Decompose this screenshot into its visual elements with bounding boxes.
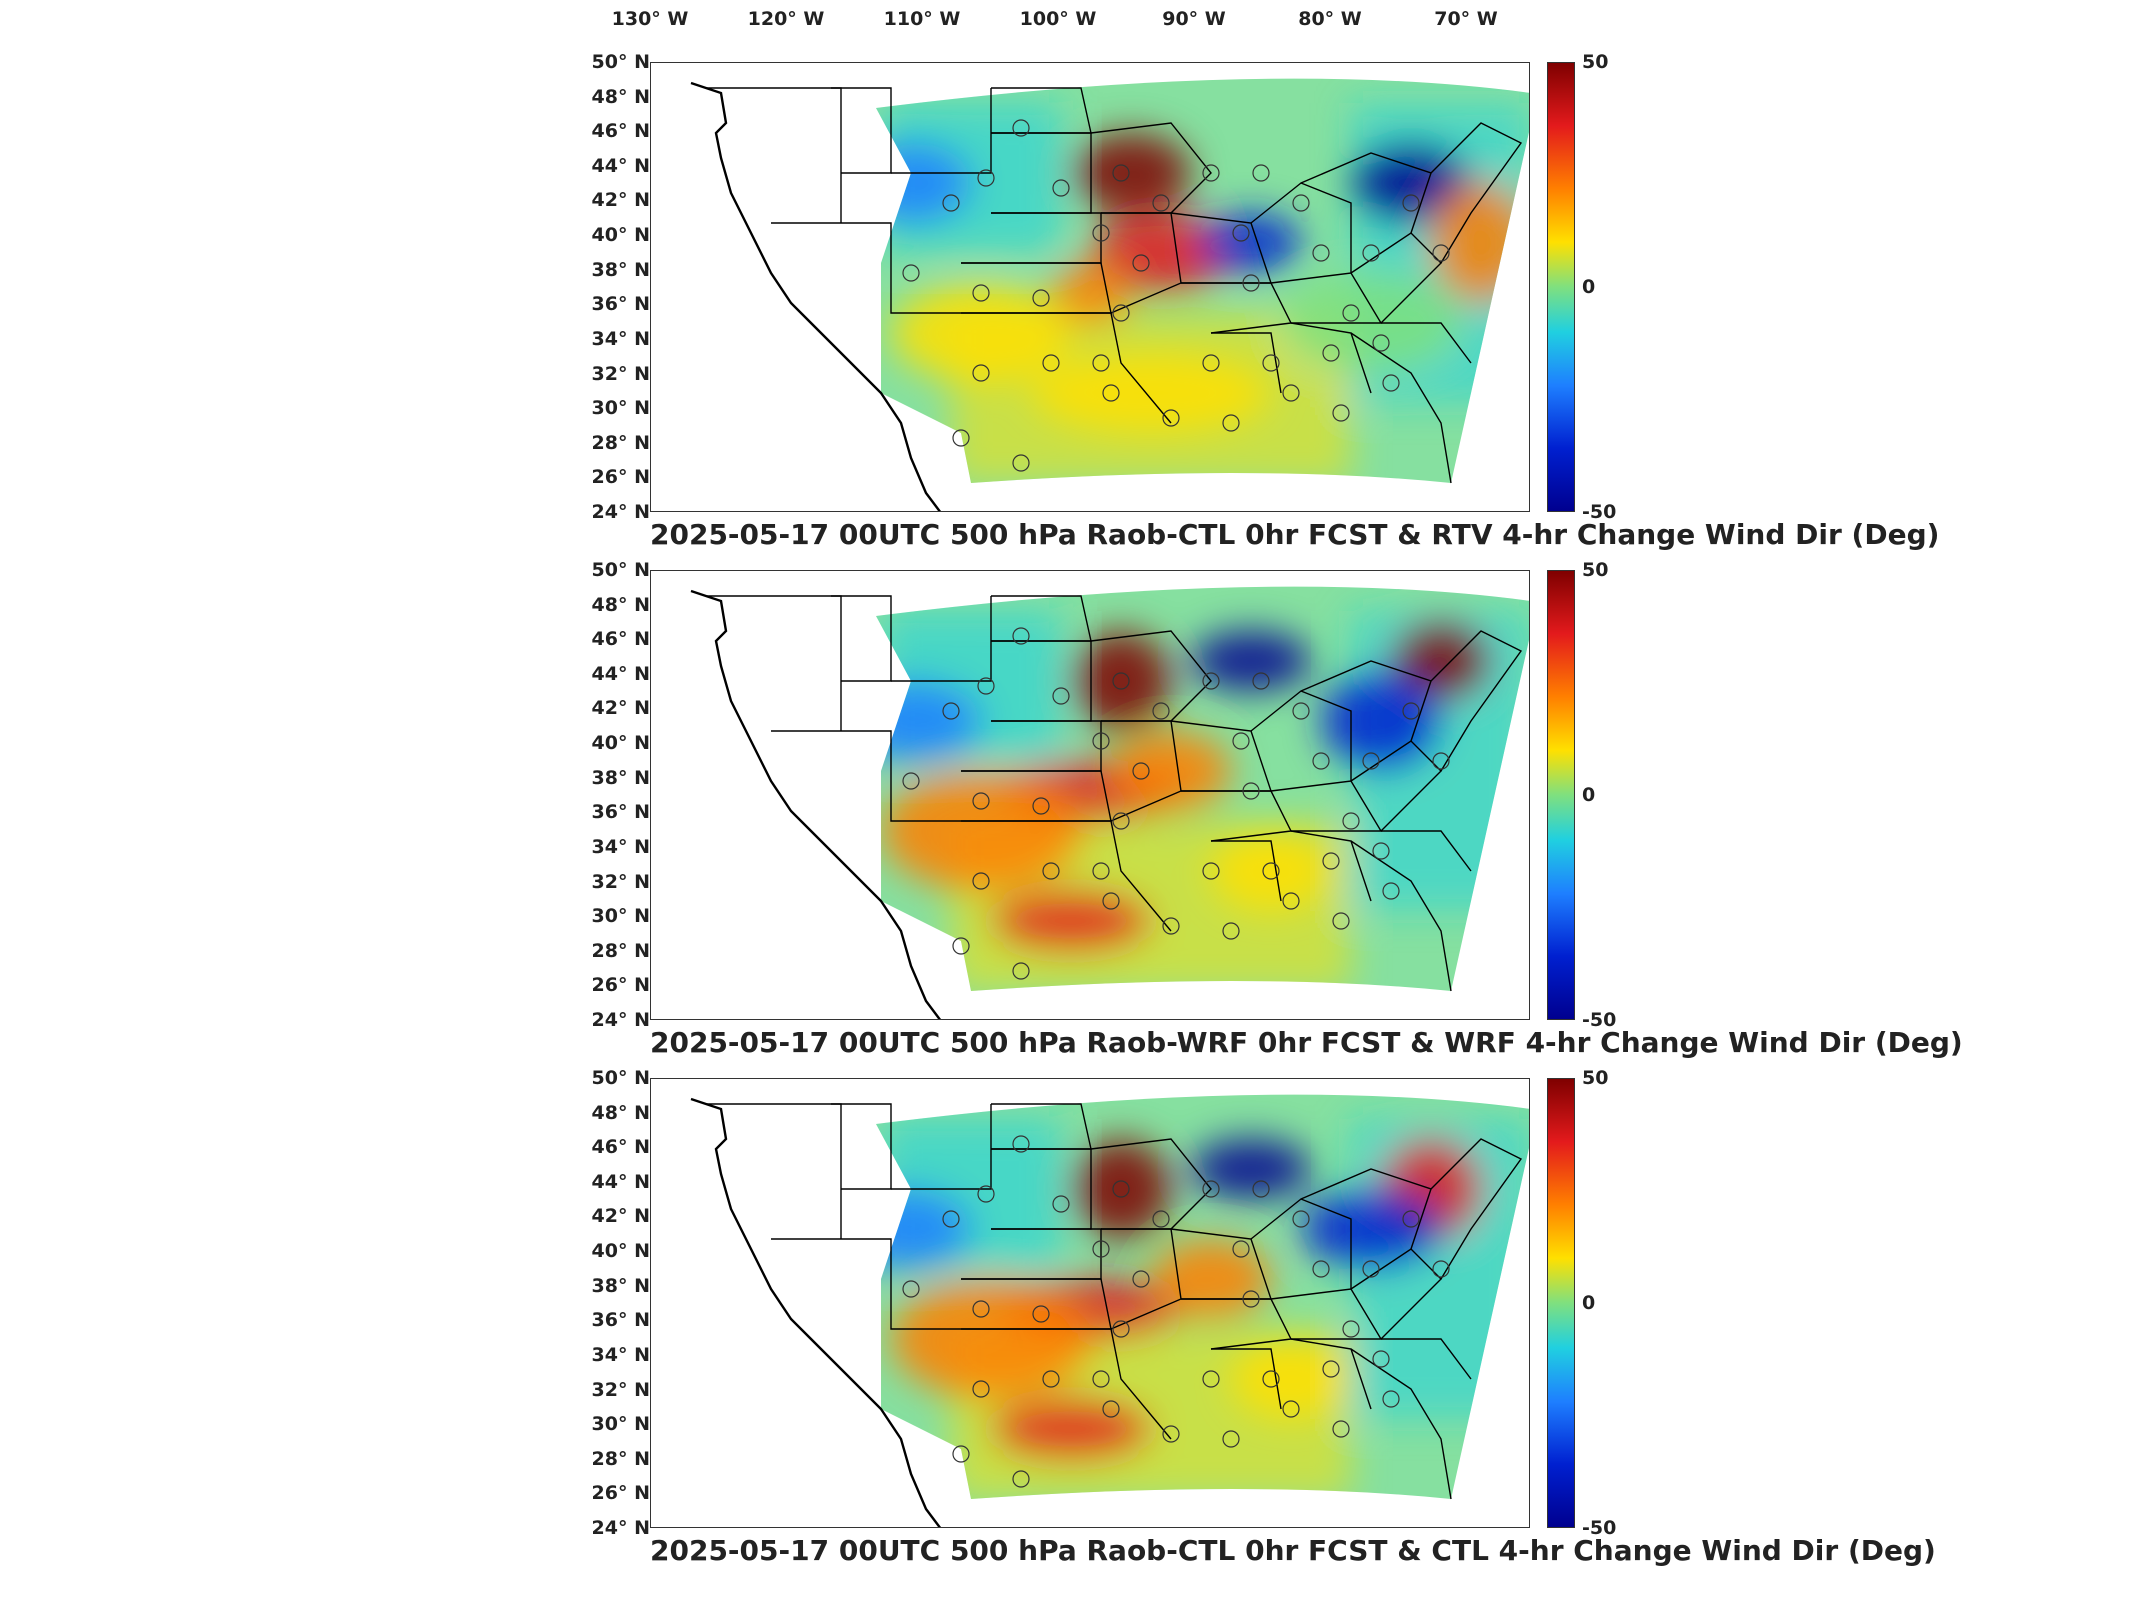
lon-tick-label: 80° W [1298, 8, 1362, 30]
lat-tick-label: 38° N [591, 1274, 650, 1297]
lat-tick-label: 28° N [591, 431, 650, 454]
lon-tick-label: 130° W [611, 8, 689, 30]
lat-tick-label: 46° N [591, 628, 650, 651]
latitude-axis: 50° N 48° N 46° N 44° N 42° N 40° N 38° N 36° N… [580, 558, 650, 1031]
lat-tick-label: 40° N [591, 224, 650, 247]
lon-tick-label: 110° W [883, 8, 961, 30]
colorbar-max-label: 50 [1582, 51, 1609, 73]
map-frame [650, 1078, 1530, 1528]
lat-tick-label: 34° N [591, 835, 650, 858]
lat-tick-label: 34° N [591, 327, 650, 350]
lat-tick-label: 48° N [591, 593, 650, 616]
lat-tick-label: 26° N [591, 466, 650, 489]
lat-tick-label: 24° N [591, 1517, 650, 1539]
latitude-axis: 50° N 48° N 46° N 44° N 42° N 40° N 38° N 36° N… [580, 1066, 650, 1539]
lat-tick-label: 44° N [591, 662, 650, 685]
lon-tick-label: 90° W [1162, 8, 1226, 30]
lat-tick-label: 28° N [591, 939, 650, 962]
lat-tick-label: 38° N [591, 258, 650, 281]
map-frame [650, 62, 1530, 512]
colorbar [1547, 62, 1575, 512]
lat-tick-label: 32° N [591, 362, 650, 385]
lat-tick-label: 34° N [591, 1343, 650, 1366]
colorbar-min-label: -50 [1582, 1009, 1617, 1031]
map-panel-1: 50° N 48° N 46° N 44° N 42° N 40° N 38° N 36° N… [500, 50, 1940, 560]
lon-tick-label: 120° W [747, 8, 825, 30]
lat-tick-label: 40° N [591, 732, 650, 755]
lat-tick-label: 50° N [591, 1067, 650, 1089]
lat-tick-label: 46° N [591, 1136, 650, 1159]
lat-tick-label: 26° N [591, 1482, 650, 1505]
colorbar [1547, 1078, 1575, 1528]
map-panel-2: 50° N 48° N 46° N 44° N 42° N 40° N 38° N 36° N… [500, 558, 1963, 1068]
lat-tick-label: 28° N [591, 1447, 650, 1470]
lat-tick-label: 44° N [591, 1170, 650, 1193]
lat-tick-label: 36° N [591, 293, 650, 316]
lat-tick-label: 36° N [591, 1309, 650, 1332]
lat-tick-label: 48° N [591, 1101, 650, 1124]
lat-tick-label: 32° N [591, 870, 650, 893]
lat-tick-label: 26° N [591, 974, 650, 997]
lon-tick-label: 70° W [1434, 8, 1498, 30]
lat-tick-label: 50° N [591, 51, 650, 73]
lat-tick-label: 30° N [591, 1413, 650, 1436]
lat-tick-label: 50° N [591, 559, 650, 581]
colorbar-mid-label: 0 [1582, 276, 1596, 298]
latitude-axis: 50° N 48° N 46° N 44° N 42° N 40° N 38° N 36° N… [580, 50, 650, 523]
lat-tick-label: 24° N [591, 501, 650, 523]
lat-tick-label: 24° N [591, 1009, 650, 1031]
map-panel-3: 50° N 48° N 46° N 44° N 42° N 40° N 38° N 36° N… [500, 1066, 1936, 1576]
lat-tick-label: 30° N [591, 397, 650, 420]
panel-title: 2025-05-17 00UTC 500 hPa Raob-CTL 0hr FC… [650, 1534, 1936, 1567]
colorbar-min-label: -50 [1582, 501, 1617, 523]
lat-tick-label: 42° N [591, 1205, 650, 1228]
lat-tick-label: 30° N [591, 905, 650, 928]
colorbar-max-label: 50 [1582, 559, 1609, 581]
lat-tick-label: 42° N [591, 697, 650, 720]
map-frame [650, 570, 1530, 1020]
lat-tick-label: 32° N [591, 1378, 650, 1401]
colorbar [1547, 570, 1575, 1020]
colorbar-mid-label: 0 [1582, 784, 1596, 806]
longitude-axis: 130° W 120° W 110° W 100° W 90° W 80° W … [612, 0, 1530, 40]
lat-tick-label: 48° N [591, 85, 650, 108]
lat-tick-label: 40° N [591, 1240, 650, 1263]
panel-title: 2025-05-17 00UTC 500 hPa Raob-CTL 0hr FC… [650, 518, 1940, 551]
lat-tick-label: 36° N [591, 801, 650, 824]
lat-tick-label: 46° N [591, 120, 650, 143]
colorbar-max-label: 50 [1582, 1067, 1609, 1089]
lat-tick-label: 38° N [591, 766, 650, 789]
lat-tick-label: 42° N [591, 189, 650, 212]
colorbar-mid-label: 0 [1582, 1292, 1596, 1314]
lon-tick-label: 100° W [1019, 8, 1097, 30]
lat-tick-label: 44° N [591, 154, 650, 177]
panel-title: 2025-05-17 00UTC 500 hPa Raob-WRF 0hr FC… [650, 1026, 1963, 1059]
colorbar-min-label: -50 [1582, 1517, 1617, 1539]
